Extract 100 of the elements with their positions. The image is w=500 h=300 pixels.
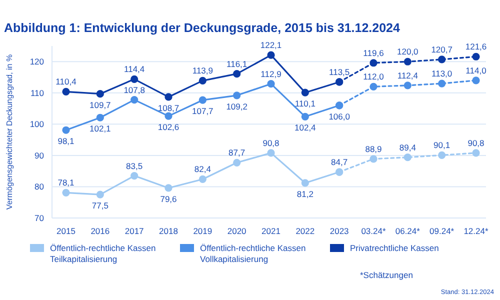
point <box>438 151 446 159</box>
data-label: 102,6 <box>158 122 180 132</box>
x-tick-label: 06.24* <box>395 226 421 236</box>
data-label: 87,7 <box>228 148 246 158</box>
point <box>198 76 206 85</box>
data-label: 82,4 <box>194 164 212 174</box>
x-tick-label: 2017 <box>124 226 144 236</box>
data-label: 113,0 <box>432 68 452 79</box>
data-label: 90,8 <box>468 138 485 148</box>
data-label: 90,1 <box>434 140 450 150</box>
point <box>198 175 206 184</box>
x-tick-label: 12.24* <box>464 226 489 236</box>
point <box>130 75 138 83</box>
y-axis-title: Vermögensgewichteter Deckungsgrad, in % <box>5 54 14 210</box>
point <box>267 149 275 157</box>
legend-label: Öffentlich-rechtliche Kassen Vollkapitalisierung <box>200 243 306 264</box>
point <box>164 184 172 192</box>
x-tick-label: 2018 <box>159 226 178 236</box>
data-label: 77,5 <box>92 200 109 211</box>
x-tick-label: 2022 <box>296 226 315 236</box>
point <box>370 59 378 67</box>
point <box>130 172 138 180</box>
data-label: 106,0 <box>328 111 350 122</box>
point <box>472 149 480 157</box>
data-label: 109,2 <box>226 101 248 112</box>
point <box>96 90 104 98</box>
data-label: 107,7 <box>192 106 214 116</box>
data-label: 90,8 <box>262 138 280 148</box>
x-tick-label: 2023 <box>330 226 350 236</box>
point <box>301 179 309 187</box>
data-label: 102,4 <box>294 122 316 133</box>
data-label: 79,6 <box>160 194 178 204</box>
x-tick-label: 2019 <box>193 226 212 236</box>
point <box>62 188 70 196</box>
data-label: 113,9 <box>192 66 214 76</box>
x-tick-label: 2020 <box>227 226 247 236</box>
data-label: 108,7 <box>158 102 180 113</box>
point <box>130 96 138 104</box>
y-tick-label: 120 <box>30 56 44 67</box>
x-tick-label: 2016 <box>90 226 110 236</box>
point <box>336 168 344 176</box>
point <box>96 114 104 122</box>
point <box>438 80 446 88</box>
data-label: 110,4 <box>56 76 77 87</box>
point <box>164 112 172 120</box>
point <box>96 190 104 198</box>
data-label: 114,4 <box>124 64 145 74</box>
data-label: 121,6 <box>465 42 487 52</box>
point <box>233 70 241 78</box>
x-tick-label: 2021 <box>262 226 281 236</box>
data-label: 109,7 <box>90 100 112 110</box>
point <box>62 126 70 134</box>
x-tick-label: 2015 <box>56 226 76 236</box>
point <box>472 76 480 84</box>
point <box>336 102 344 110</box>
y-tick-label: 90 <box>34 150 44 160</box>
point <box>301 88 309 96</box>
data-label: 112,0 <box>363 72 384 82</box>
y-tick-label: 110 <box>30 88 44 98</box>
data-label: 119,6 <box>363 48 384 58</box>
data-label: 113,5 <box>329 66 350 77</box>
legend-label: Privatrechtliche Kassen <box>350 243 440 253</box>
chart-title: Abbildung 1: Entwicklung der Deckungsgrade, 2015 bis 31.12.2024 <box>4 21 400 35</box>
data-label: 122,1 <box>260 40 282 50</box>
data-label: 78,1 <box>58 178 75 188</box>
point <box>198 96 206 104</box>
data-label: 112,9 <box>260 68 282 79</box>
data-label: 120,7 <box>431 44 453 54</box>
data-label: 116,1 <box>226 58 248 69</box>
point <box>404 154 412 162</box>
data-label: 114,0 <box>466 65 487 76</box>
point <box>267 51 275 59</box>
point <box>438 56 446 64</box>
data-label: 81,2 <box>296 188 314 199</box>
data-label: 120,0 <box>397 46 419 57</box>
data-label: 107,8 <box>124 84 146 95</box>
x-tick-label: 09.24* <box>430 226 455 236</box>
point <box>62 88 70 96</box>
data-label: 89,4 <box>399 142 416 152</box>
data-label: 112,4 <box>397 70 418 80</box>
y-tick-label: 70 <box>34 212 44 223</box>
point <box>233 92 241 100</box>
data-label: 83,5 <box>126 160 143 171</box>
point <box>404 58 412 66</box>
point <box>301 112 309 120</box>
point <box>164 93 172 101</box>
text: *Schätzungen <box>360 270 414 280</box>
data-label: 98,1 <box>58 136 75 146</box>
data-label: 110,1 <box>294 98 316 109</box>
data-label: 84,7 <box>331 157 348 168</box>
point <box>370 82 378 90</box>
x-tick-label: 03.24* <box>361 226 386 236</box>
point <box>370 155 378 163</box>
y-tick-label: 100 <box>30 119 44 130</box>
point <box>472 52 480 60</box>
point <box>267 80 275 88</box>
data-label: 88,9 <box>365 144 382 154</box>
legend-label: Öffentlich-rechtliche Kassen Teilkapitalisierung <box>50 243 156 264</box>
data-label: 102,1 <box>90 124 112 134</box>
point <box>336 78 344 86</box>
